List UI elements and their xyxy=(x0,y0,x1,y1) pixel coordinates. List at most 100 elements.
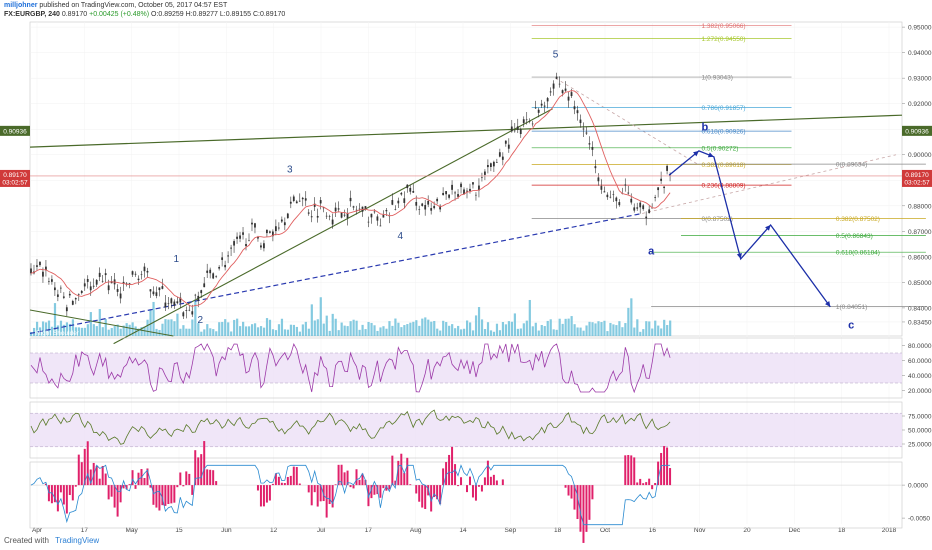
candle-body xyxy=(224,264,227,268)
volume-bar xyxy=(666,325,669,336)
volume-bar xyxy=(576,327,579,336)
volume-bar xyxy=(134,326,137,336)
volume-bar xyxy=(80,327,83,336)
macd-histogram-bar xyxy=(445,462,448,486)
volume-bar xyxy=(221,321,224,336)
volume-bar xyxy=(489,330,493,336)
volume-bar xyxy=(89,312,92,336)
candle-body xyxy=(319,200,322,204)
candle-body xyxy=(442,192,445,196)
volume-bar xyxy=(582,330,585,336)
wave-label-3: 3 xyxy=(287,165,293,176)
candle-body xyxy=(340,212,343,218)
macd-histogram-bar xyxy=(633,457,636,486)
volume-bar xyxy=(633,327,636,336)
candle-body xyxy=(236,236,238,239)
volume-bar xyxy=(621,327,624,336)
volume-bar xyxy=(630,298,633,336)
macd-histogram-bar xyxy=(95,465,98,486)
macd-histogram-bar xyxy=(71,485,74,501)
volume-bar xyxy=(555,329,558,336)
volume-bar xyxy=(448,325,451,336)
time-tick-label: 18 xyxy=(838,527,846,534)
line-price-badge xyxy=(902,125,932,136)
macd-histogram-bar xyxy=(388,485,391,490)
macd-histogram-bar xyxy=(158,485,161,511)
candle-body xyxy=(119,293,122,299)
candle-body xyxy=(648,209,651,214)
volume-bar xyxy=(627,307,630,336)
candle-body xyxy=(594,166,597,169)
macd-histogram-bar xyxy=(477,485,480,487)
candle-body xyxy=(579,119,582,124)
candle-body xyxy=(472,182,474,185)
candle-body xyxy=(164,302,167,308)
macd-histogram-bar xyxy=(570,485,573,499)
candle-body xyxy=(251,222,253,225)
macd-histogram-bar xyxy=(340,464,343,486)
volume-bar xyxy=(65,322,69,336)
volume-bar xyxy=(486,322,490,336)
macd-histogram-bar xyxy=(567,485,570,496)
support-extension-line xyxy=(642,154,897,214)
volume-bar xyxy=(152,301,155,336)
candle-body xyxy=(624,184,627,186)
header-line-1: milljohner published on TradingView.com,… xyxy=(4,2,227,9)
time-tick-label: Jul xyxy=(317,527,326,534)
volume-bar xyxy=(346,326,349,336)
macd-histogram-bar xyxy=(471,485,474,498)
volume-bar xyxy=(585,325,588,336)
macd-histogram-bar xyxy=(56,485,59,512)
macd-histogram-bar xyxy=(107,485,110,500)
fib-level-label: 0.786(0.91857) xyxy=(702,105,746,112)
macd-histogram-bar xyxy=(146,468,149,486)
candle-body xyxy=(227,255,229,257)
countdown-badge-text: 03:02:57 xyxy=(2,179,28,186)
line-price-badge-text: 0.90936 xyxy=(905,128,929,135)
resistance-line xyxy=(29,114,903,148)
volume-bar xyxy=(301,324,304,336)
volume-bar xyxy=(280,318,284,336)
candle-body xyxy=(609,196,612,198)
macd-histogram-bar xyxy=(361,473,364,486)
candle-body xyxy=(179,297,182,303)
macd-histogram-bar xyxy=(280,482,283,486)
candle-body xyxy=(522,119,525,123)
macd-histogram-bar xyxy=(639,478,642,486)
projection-arrowhead xyxy=(736,253,742,259)
line-price-badge-text: 0.90936 xyxy=(3,128,27,135)
candle-body xyxy=(286,213,289,219)
macd-histogram-bar xyxy=(62,485,65,505)
tradingview-logo[interactable]: TradingView xyxy=(55,536,100,545)
stochastic-pane-tick-label: 50.0000 xyxy=(908,428,932,435)
price-tick-label: 0.83450 xyxy=(908,319,932,326)
macd-histogram-bar xyxy=(110,485,113,497)
macd-histogram-bar xyxy=(406,457,409,486)
candle-body xyxy=(513,130,516,132)
macd-histogram-bar xyxy=(489,476,492,486)
volume-bar xyxy=(421,318,424,336)
candle-body xyxy=(158,287,161,291)
author-link[interactable]: milljohner xyxy=(4,2,38,9)
volume-bar xyxy=(540,324,543,336)
macd-histogram-bar xyxy=(651,485,654,490)
macd-histogram-bar xyxy=(642,483,645,486)
projection-arrowhead xyxy=(825,300,831,307)
macd-histogram-bar xyxy=(319,485,322,502)
volume-bar xyxy=(83,327,86,336)
volume-bar xyxy=(167,319,170,336)
candle-body xyxy=(630,198,633,203)
macd-histogram-bar xyxy=(289,475,292,486)
fib-level-label: 0.5(0.90272) xyxy=(702,145,739,152)
volume-bar xyxy=(310,304,313,336)
candle-body xyxy=(167,303,170,305)
volume-bar xyxy=(68,323,72,336)
last-price-badge-text: 0.89170 xyxy=(3,172,27,179)
macd-histogram-bar xyxy=(68,485,71,496)
volume-bar xyxy=(513,313,516,336)
volume-bar xyxy=(92,324,95,336)
volume-bar xyxy=(283,329,287,336)
volume-bar xyxy=(182,325,185,336)
macd-histogram-bar xyxy=(391,455,394,486)
